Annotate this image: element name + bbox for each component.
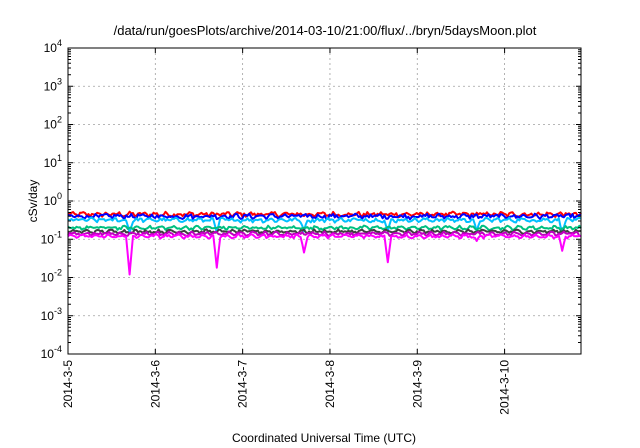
x-tick-label: 2014-3-10 — [498, 360, 512, 415]
y-tick-label: 10-3 — [41, 306, 62, 323]
x-axis-label: Coordinated Universal Time (UTC) — [232, 431, 416, 445]
grid-lines — [68, 48, 581, 354]
y-tick-label: 100 — [44, 191, 62, 208]
series-line — [67, 216, 582, 234]
y-tick-label: 10-2 — [41, 268, 62, 285]
x-tick-label: 2014-3-8 — [323, 360, 337, 408]
x-tick-label: 2014-3-7 — [236, 360, 250, 408]
y-axis-label: cSv/day — [26, 180, 40, 223]
y-tick-label: 10-1 — [41, 229, 62, 246]
series-line — [67, 224, 582, 232]
axis-ticks: 10-4 10-3 10-2 10-1 100 101 102 103 104 2014-3-5 2… — [41, 38, 581, 415]
x-tick-label: 2014-3-9 — [410, 360, 424, 408]
chart-title: /data/run/goesPlots/archive/2014-03-10/2… — [114, 23, 537, 38]
x-tick-label: 2014-3-6 — [148, 360, 162, 408]
y-tick-label: 102 — [44, 115, 62, 132]
y-tick-label: 104 — [44, 38, 62, 55]
y-tick-label: 10-4 — [41, 344, 62, 361]
series-line — [67, 233, 582, 276]
x-tick-label: 2014-3-5 — [61, 360, 75, 408]
y-tick-label: 101 — [44, 153, 62, 170]
series-line — [67, 228, 582, 235]
y-tick-label: 103 — [44, 76, 62, 93]
series-line — [67, 212, 582, 221]
series-line — [67, 230, 582, 238]
series-lines — [67, 210, 582, 276]
